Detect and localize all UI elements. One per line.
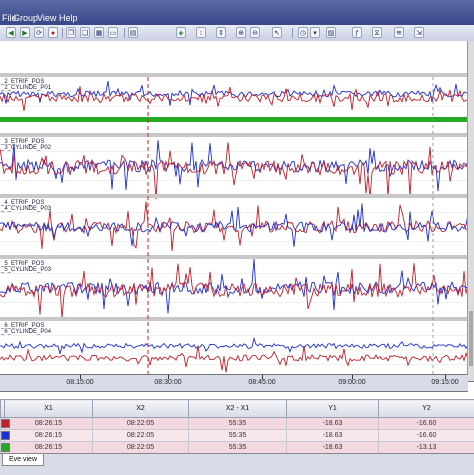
copy-icon[interactable]: ❐ [66, 27, 76, 38]
table-cell: 55:35 [189, 442, 287, 454]
column-header-y2[interactable]: Y2 [379, 400, 474, 418]
tab-eve-view[interactable]: Eve view [2, 454, 44, 466]
grid-icon[interactable]: ▦ [94, 27, 104, 38]
menu-view[interactable]: View [35, 13, 58, 23]
table-cell: 55:35 [189, 430, 287, 442]
panel-separator [0, 317, 468, 321]
tab-bar: Eve view [0, 453, 474, 475]
channel-label[interactable]: _6_CYLINDE_P04 [0, 329, 52, 335]
menu-help[interactable]: Help [57, 13, 80, 23]
red-trace [0, 263, 468, 319]
paste-icon[interactable]: ❏ [80, 27, 90, 38]
time-tick-label: 08:45:00 [248, 379, 275, 386]
table-cell: 08:22:05 [93, 418, 189, 430]
panel-separator [0, 133, 468, 137]
zoom-out-icon[interactable]: ⊖ [250, 27, 260, 38]
channel-icon[interactable]: ◈ [176, 27, 186, 38]
scrollbar-thumb[interactable] [469, 311, 473, 366]
time-tick-label: 08:15:00 [66, 379, 93, 386]
clock-icon[interactable]: ◷ [298, 27, 308, 38]
table-row[interactable]: 08:26:15 08:22:05 55:35 -18.63 -16.60 [1, 418, 474, 430]
column-header-x2-x1[interactable]: X2 - X1 [189, 400, 287, 418]
row-color-swatch [1, 442, 5, 454]
panel-separator [0, 194, 468, 198]
channel-label[interactable]: _4_CYLINDE_P03 [0, 206, 52, 212]
toolbar-separator [62, 28, 63, 38]
print-icon[interactable]: ▤ [128, 27, 138, 38]
time-tick-label: 08:30:00 [154, 379, 181, 386]
forward-icon[interactable]: ▶ [20, 27, 30, 38]
table-cell: 08:22:05 [93, 442, 189, 454]
table-row[interactable]: 08:26:15 08:22:05 55:35 -18.63 -13.13 [1, 442, 474, 454]
vertical-scrollbar[interactable] [467, 41, 474, 381]
row-color-swatch [1, 418, 5, 430]
menu-bar: File Group View Help [0, 0, 474, 25]
signal-plot-area[interactable]: _2_ETRIF_POS_2_CYLINDE_P01_3_ETRIF_POS_3… [0, 41, 474, 382]
record-icon[interactable]: ● [48, 27, 58, 38]
time-tick-label: 09:15:00 [431, 379, 458, 386]
function-icon[interactable]: ƒ [352, 27, 362, 38]
table-cell: -18.63 [287, 430, 379, 442]
panel-separator [0, 255, 468, 259]
filter-icon[interactable]: ⧖ [372, 27, 382, 38]
scale-icon[interactable]: ⇕ [216, 27, 226, 38]
green-signal-band [0, 117, 468, 122]
cursor-table: X1 X2 X2 - X1 Y1 Y2 08:26:15 08:22:05 55… [0, 399, 474, 454]
table-cell: -18.63 [287, 442, 379, 454]
table-cell: 08:26:15 [5, 418, 93, 430]
red-trace [0, 86, 468, 111]
toolbar: ◀ ▶ ⟳ ● ❐ ❏ ▦ ▭ ▤ ◈ ↕ ⇕ ⊕ ⊖ ↖ ◷ ▾ ▨ ƒ ⧖ … [0, 25, 474, 42]
time-tick-label: 09:00:00 [338, 379, 365, 386]
window-icon[interactable]: ▭ [108, 27, 118, 38]
column-header-x1[interactable]: X1 [5, 400, 93, 418]
blue-trace [0, 338, 468, 354]
table-cell: 08:22:05 [93, 430, 189, 442]
column-header-x2[interactable]: X2 [93, 400, 189, 418]
chevron-down-icon[interactable]: ▾ [310, 27, 320, 38]
panel-separator [0, 73, 468, 77]
table-row[interactable]: 08:26:15 08:22:05 55:35 -18.63 -16.60 [1, 430, 474, 442]
table-cell: -16.60 [379, 418, 474, 430]
chart-icon[interactable]: ▨ [326, 27, 336, 38]
signal-plot[interactable]: _2_ETRIF_POS_2_CYLINDE_P01_3_ETRIF_POS_3… [0, 41, 468, 374]
cursor-icon[interactable]: ↖ [272, 27, 282, 38]
measure-icon[interactable]: ↕ [196, 27, 206, 38]
cursor-table-header: X1 X2 X2 - X1 Y1 Y2 [1, 400, 474, 418]
table-cell: 55:35 [189, 418, 287, 430]
column-header-y1[interactable]: Y1 [287, 400, 379, 418]
back-icon[interactable]: ◀ [6, 27, 16, 38]
table-cell: -16.60 [379, 430, 474, 442]
toolbar-separator [292, 28, 293, 38]
table-cell: 08:26:15 [5, 430, 93, 442]
toolbar-separator [124, 28, 125, 38]
export-icon[interactable]: ⇲ [414, 27, 424, 38]
row-color-swatch [1, 430, 5, 442]
channel-label[interactable]: _3_CYLINDE_P02 [0, 145, 52, 151]
channel-label[interactable]: _2_CYLINDE_P01 [0, 85, 52, 91]
refresh-icon[interactable]: ⟳ [34, 27, 44, 38]
zoom-in-icon[interactable]: ⊕ [236, 27, 246, 38]
fft-icon[interactable]: ≋ [394, 27, 404, 38]
channel-label[interactable]: _5_CYLINDE_P03 [0, 267, 52, 273]
table-cell: -13.13 [379, 442, 474, 454]
table-cell: 08:26:15 [5, 442, 93, 454]
table-cell: -18.63 [287, 418, 379, 430]
time-axis: 08:15:00 08:30:00 08:45:00 09:00:00 09:1… [0, 374, 468, 392]
